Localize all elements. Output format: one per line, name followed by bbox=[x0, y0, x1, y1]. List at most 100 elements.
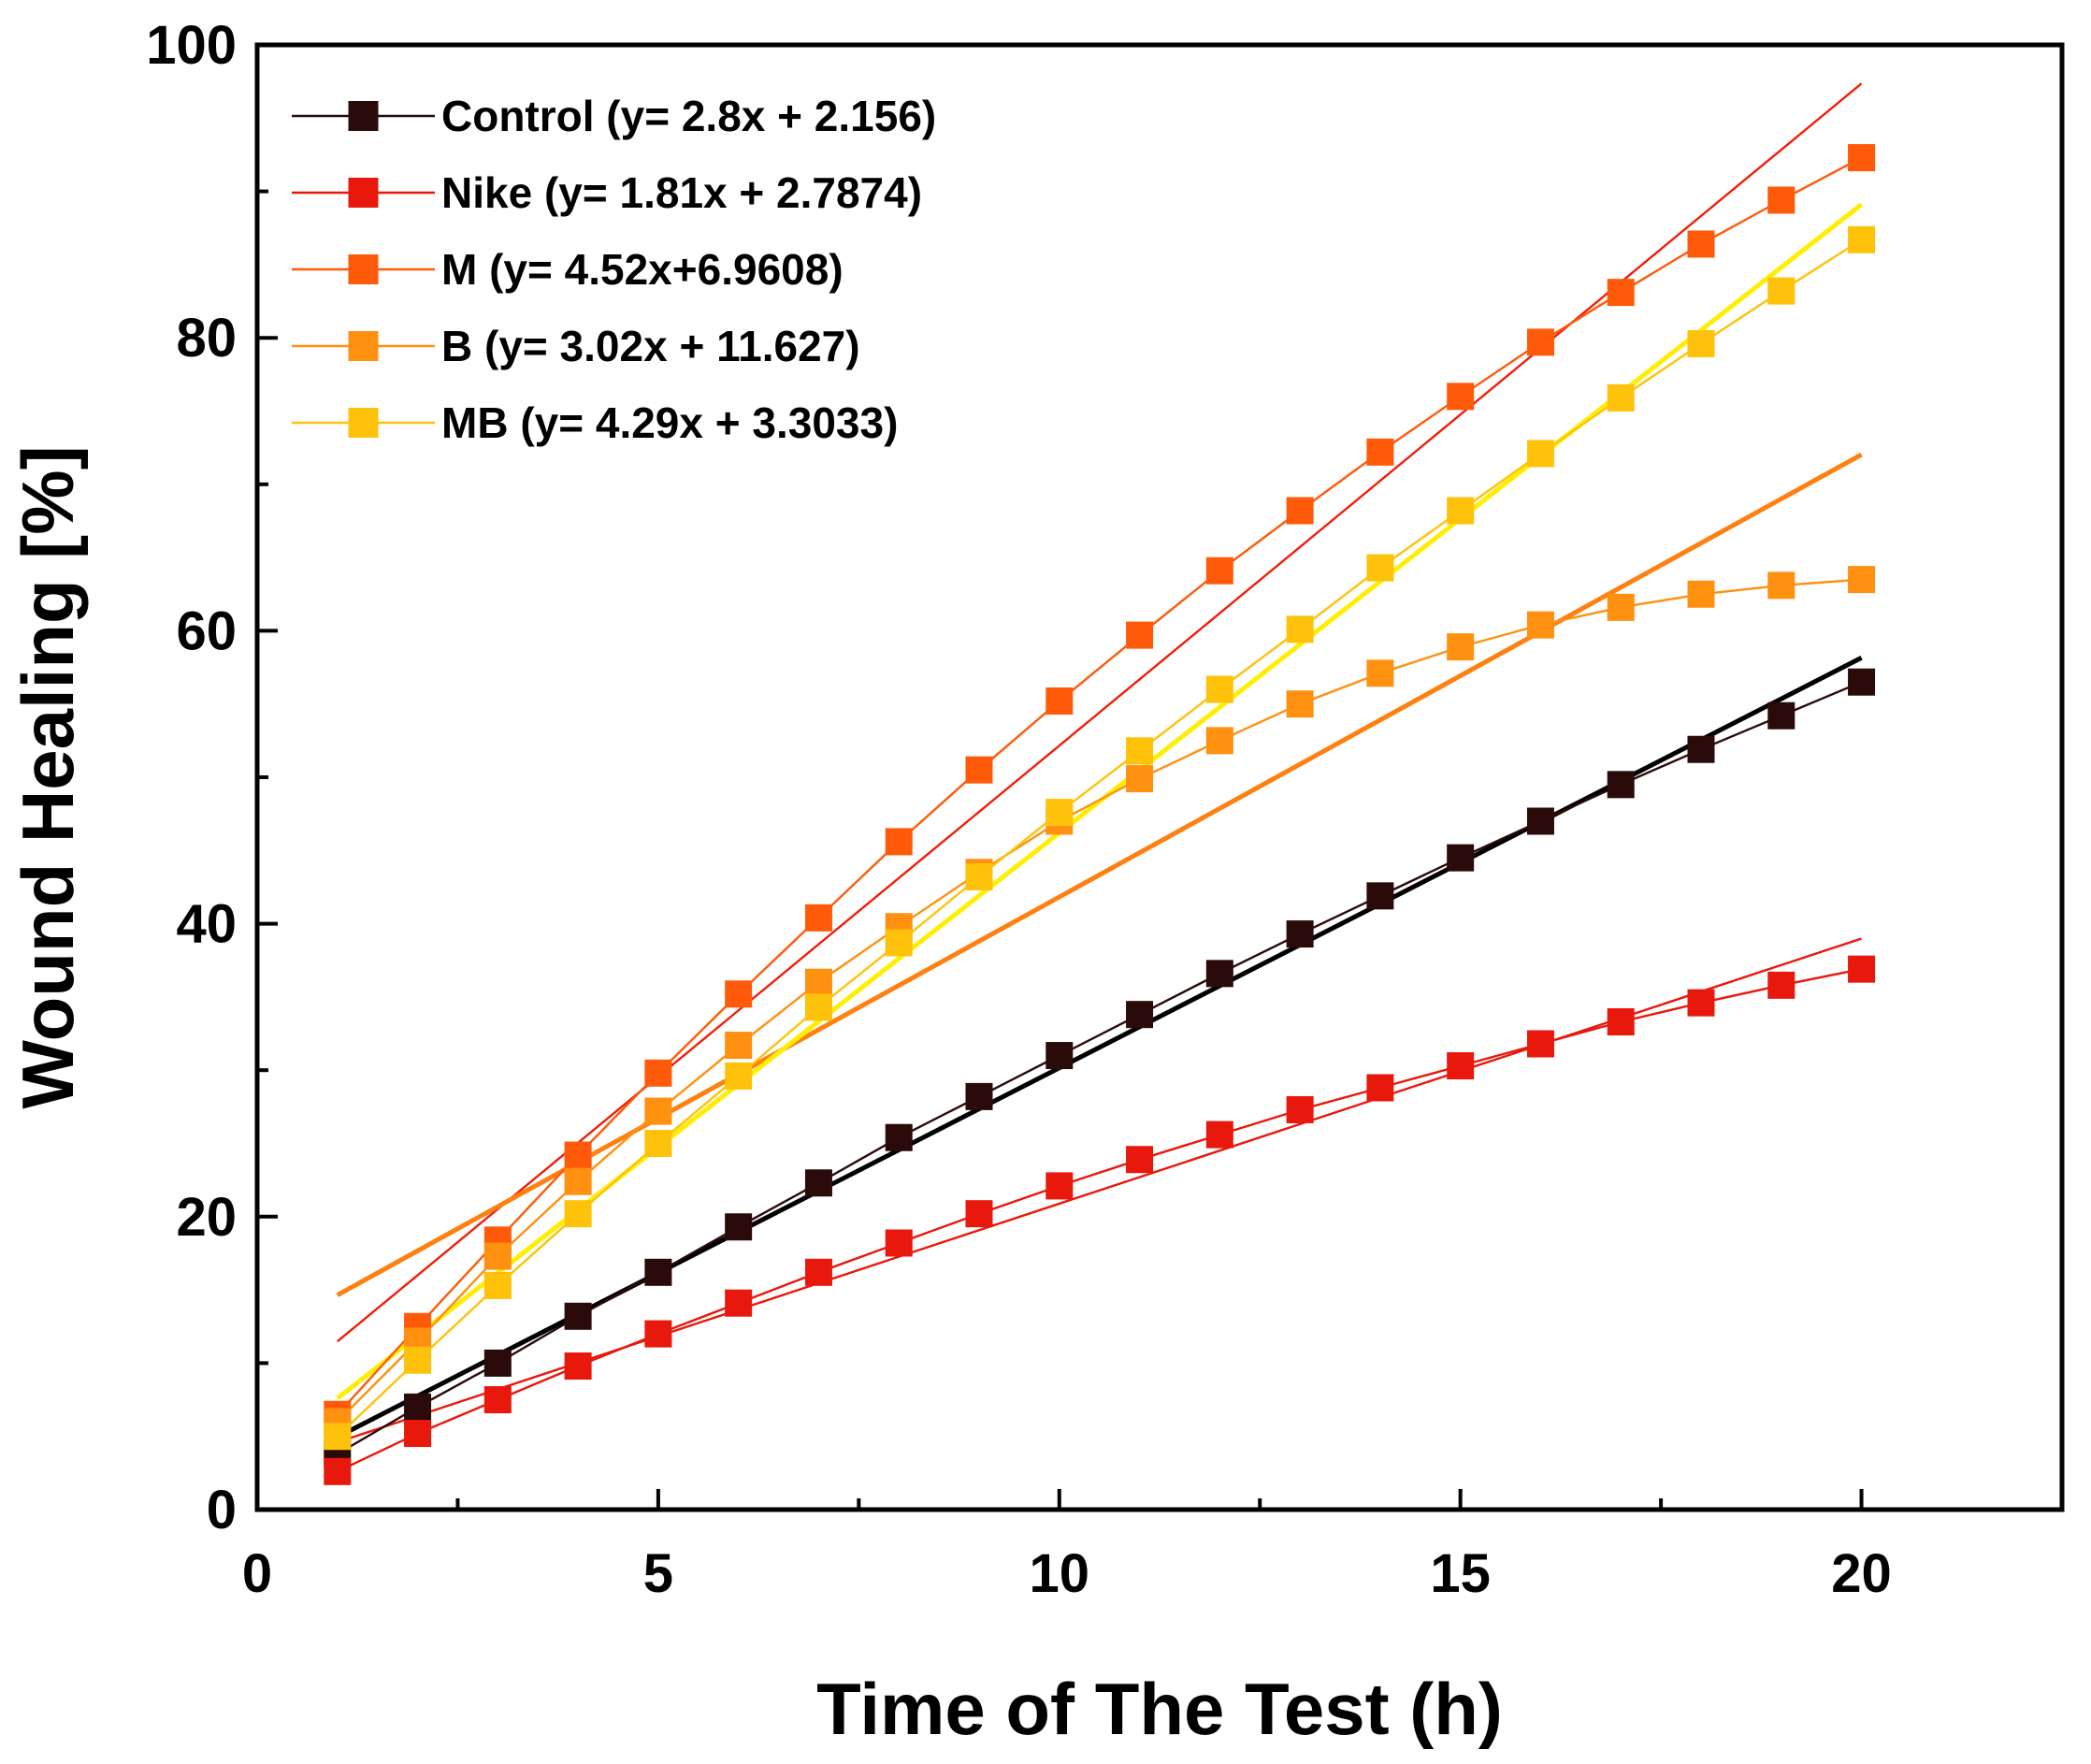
data-point bbox=[1607, 383, 1635, 412]
data-point bbox=[1205, 960, 1233, 988]
data-point bbox=[1126, 621, 1154, 649]
data-point bbox=[324, 1423, 352, 1451]
data-point bbox=[1126, 737, 1154, 765]
x-tick-labels: 0 5 10 15 20 bbox=[242, 1543, 1892, 1604]
legend-marker bbox=[348, 101, 379, 131]
y-tick-label: 40 bbox=[176, 894, 237, 955]
data-point bbox=[1526, 611, 1554, 639]
data-point bbox=[725, 1289, 753, 1317]
data-point bbox=[885, 1229, 913, 1257]
data-point bbox=[1205, 1121, 1233, 1149]
y-axis-title: Wound Healing [%] bbox=[7, 445, 89, 1108]
x-tick-label: 20 bbox=[1831, 1543, 1892, 1604]
x-tick-label: 0 bbox=[242, 1543, 272, 1604]
data-point bbox=[965, 1200, 993, 1228]
data-point bbox=[885, 1123, 913, 1151]
data-point bbox=[1286, 497, 1314, 525]
data-point bbox=[1687, 329, 1715, 357]
legend-marker bbox=[348, 408, 379, 438]
data-point bbox=[1607, 771, 1635, 799]
data-point bbox=[483, 1349, 512, 1377]
y-tick-label: 100 bbox=[146, 15, 237, 76]
data-point bbox=[1767, 277, 1795, 305]
x-tick-label: 5 bbox=[643, 1543, 673, 1604]
data-point bbox=[564, 1352, 592, 1381]
data-point bbox=[1286, 690, 1314, 718]
data-point bbox=[1205, 727, 1233, 755]
data-point bbox=[324, 1457, 352, 1485]
x-axis-title: Time of The Test (h) bbox=[816, 1668, 1503, 1750]
data-point bbox=[483, 1271, 512, 1299]
legend: Control (y= 2.8x + 2.156) Nike (y= 1.81x … bbox=[292, 92, 936, 447]
data-point bbox=[804, 993, 832, 1021]
data-point bbox=[404, 1420, 432, 1448]
data-point bbox=[1607, 279, 1635, 307]
data-point bbox=[965, 1082, 993, 1110]
data-point bbox=[1286, 615, 1314, 643]
data-point bbox=[1205, 557, 1233, 585]
data-point bbox=[725, 1213, 753, 1241]
data-point bbox=[1687, 989, 1715, 1017]
data-point bbox=[1126, 765, 1154, 793]
data-point bbox=[1286, 1095, 1314, 1123]
legend-label: Nike (y= 1.81x + 2.7874) bbox=[441, 168, 922, 217]
data-point bbox=[1526, 1030, 1554, 1058]
data-point bbox=[644, 1320, 672, 1348]
legend-label: MB (y= 4.29x + 3.3033) bbox=[441, 398, 898, 447]
data-point bbox=[1366, 659, 1394, 687]
data-point bbox=[1126, 1146, 1154, 1174]
data-point bbox=[1447, 497, 1475, 525]
series-line bbox=[336, 578, 1862, 1423]
data-point bbox=[564, 1167, 592, 1195]
data-point bbox=[725, 1062, 753, 1090]
x-tick-label: 15 bbox=[1430, 1543, 1491, 1604]
legend-label: B (y= 3.02x + 11.627) bbox=[441, 322, 860, 370]
legend-marker bbox=[348, 254, 379, 284]
series-markers bbox=[324, 144, 1876, 1485]
data-point bbox=[644, 1059, 672, 1087]
y-tick-label: 20 bbox=[176, 1187, 237, 1248]
data-point bbox=[1046, 687, 1074, 716]
data-point bbox=[885, 828, 913, 856]
data-point bbox=[804, 904, 832, 932]
data-point bbox=[1526, 807, 1554, 835]
data-point bbox=[1447, 844, 1475, 872]
data-point bbox=[564, 1302, 592, 1330]
data-point bbox=[1526, 440, 1554, 468]
data-point bbox=[1366, 554, 1394, 582]
data-point bbox=[644, 1097, 672, 1125]
data-point bbox=[404, 1393, 432, 1421]
data-point bbox=[1848, 955, 1876, 983]
data-point bbox=[965, 862, 993, 890]
data-point bbox=[1767, 971, 1795, 999]
data-point bbox=[1767, 571, 1795, 600]
data-point bbox=[1286, 920, 1314, 948]
data-point bbox=[804, 1258, 832, 1286]
data-point bbox=[564, 1200, 592, 1228]
data-point bbox=[1366, 882, 1394, 910]
legend-marker bbox=[348, 331, 379, 361]
data-point bbox=[1687, 230, 1715, 258]
data-point bbox=[1607, 1008, 1635, 1036]
data-point bbox=[1848, 668, 1876, 696]
data-point bbox=[725, 1032, 753, 1060]
data-point bbox=[1447, 633, 1475, 661]
data-point bbox=[965, 756, 993, 784]
y-tick-label: 80 bbox=[176, 308, 237, 369]
data-point bbox=[1046, 799, 1074, 827]
data-point bbox=[1526, 328, 1554, 356]
x-tick-label: 10 bbox=[1030, 1543, 1090, 1604]
data-point bbox=[1447, 1052, 1475, 1080]
data-point bbox=[1205, 675, 1233, 703]
y-tick-labels: 0 20 40 60 80 100 bbox=[146, 15, 237, 1540]
y-tick-label: 60 bbox=[176, 600, 237, 661]
legend-label: Control (y= 2.8x + 2.156) bbox=[441, 92, 936, 140]
data-point bbox=[483, 1386, 512, 1414]
tick-marks bbox=[255, 43, 2064, 1511]
data-point bbox=[1767, 701, 1795, 730]
data-point bbox=[1607, 593, 1635, 621]
data-point bbox=[804, 968, 832, 996]
data-point bbox=[1767, 186, 1795, 214]
data-point bbox=[1848, 566, 1876, 594]
